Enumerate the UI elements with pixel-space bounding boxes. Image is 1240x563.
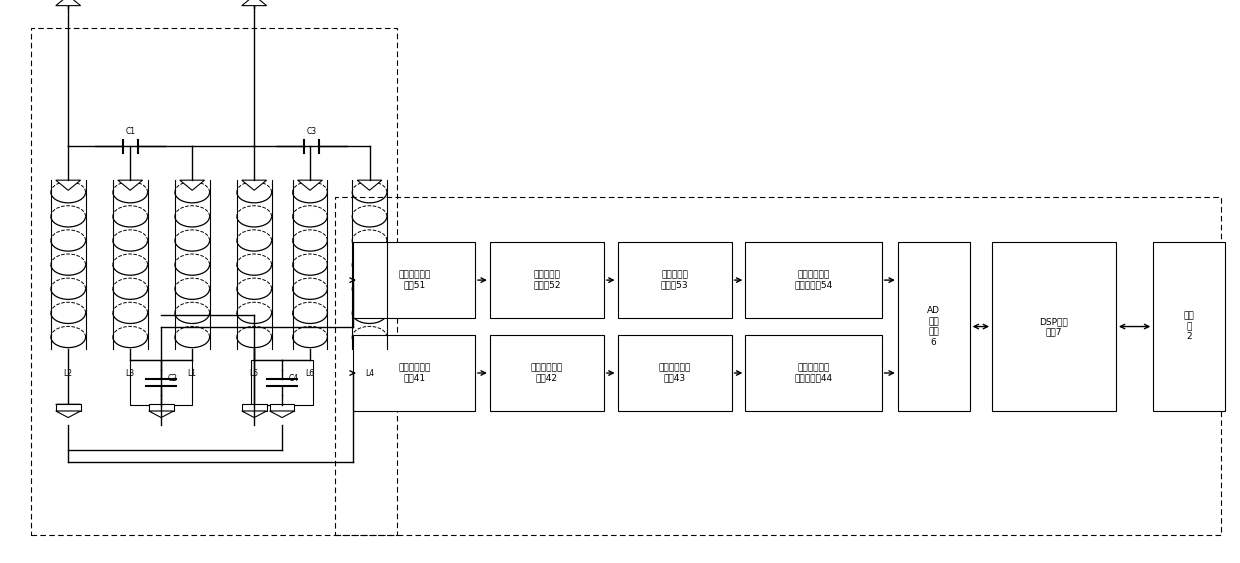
Text: L2: L2 — [63, 369, 73, 378]
Text: C2: C2 — [167, 374, 177, 383]
Text: 第二相敏解
调模块52: 第二相敏解 调模块52 — [533, 270, 560, 290]
Polygon shape — [618, 242, 732, 318]
Polygon shape — [242, 411, 267, 418]
Polygon shape — [490, 335, 604, 411]
Polygon shape — [242, 0, 267, 6]
Polygon shape — [149, 405, 174, 415]
Polygon shape — [242, 180, 267, 190]
Text: L6: L6 — [305, 369, 315, 378]
Text: 第二低通滤
波模块53: 第二低通滤 波模块53 — [661, 270, 688, 290]
Text: 第二差分放大
模块51: 第二差分放大 模块51 — [398, 270, 430, 290]
Polygon shape — [56, 0, 81, 6]
Polygon shape — [490, 242, 604, 318]
Polygon shape — [149, 404, 174, 411]
Text: L4: L4 — [365, 369, 374, 378]
Polygon shape — [242, 404, 267, 411]
Polygon shape — [1153, 242, 1225, 411]
Polygon shape — [618, 335, 732, 411]
Polygon shape — [118, 180, 143, 190]
Polygon shape — [353, 242, 475, 318]
Text: 第一相敏解调
模块42: 第一相敏解调 模块42 — [531, 363, 563, 383]
Text: L1: L1 — [187, 369, 197, 378]
Polygon shape — [149, 411, 174, 418]
Text: 第一超级伺服
放大器模块44: 第一超级伺服 放大器模块44 — [795, 363, 832, 383]
Text: 第一低通滤波
模块43: 第一低通滤波 模块43 — [658, 363, 691, 383]
Polygon shape — [298, 180, 322, 190]
Text: C3: C3 — [306, 127, 317, 136]
Text: DSP控制
模块7: DSP控制 模块7 — [1039, 317, 1069, 336]
Text: C1: C1 — [125, 127, 135, 136]
Polygon shape — [270, 405, 295, 415]
Text: AD
采样
模块
6: AD 采样 模块 6 — [928, 306, 940, 347]
Polygon shape — [130, 360, 192, 405]
Text: 第二超级伺服
放大器模块54: 第二超级伺服 放大器模块54 — [795, 270, 832, 290]
Polygon shape — [56, 404, 81, 411]
Polygon shape — [56, 411, 81, 418]
Text: 上位
机
2: 上位 机 2 — [1184, 312, 1194, 341]
Polygon shape — [745, 335, 882, 411]
Text: L5: L5 — [249, 369, 259, 378]
Polygon shape — [898, 242, 970, 411]
Text: L3: L3 — [125, 369, 135, 378]
Polygon shape — [992, 242, 1116, 411]
Text: C4: C4 — [288, 374, 299, 383]
Polygon shape — [56, 404, 81, 414]
Polygon shape — [180, 180, 205, 190]
Polygon shape — [250, 360, 312, 405]
Polygon shape — [56, 180, 81, 190]
Polygon shape — [357, 180, 382, 190]
Polygon shape — [270, 411, 295, 418]
Text: 第一差分放大
模块41: 第一差分放大 模块41 — [398, 363, 430, 383]
Polygon shape — [270, 404, 294, 411]
Polygon shape — [353, 335, 475, 411]
Polygon shape — [745, 242, 882, 318]
